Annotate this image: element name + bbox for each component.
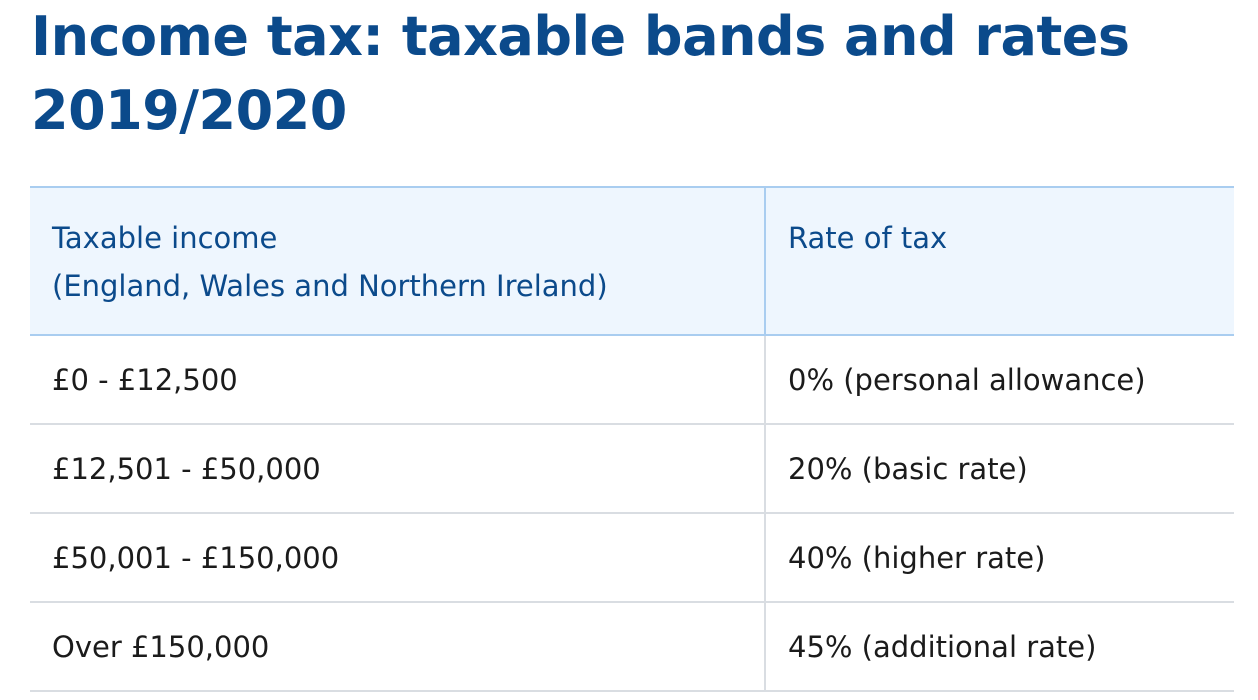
tax-rate-cell: 40% (higher rate) bbox=[764, 513, 1234, 603]
tax-rate-cell: 20% (basic rate) bbox=[764, 424, 1234, 514]
page-title: Income tax: taxable bands and rates 2019… bbox=[31, 5, 1130, 142]
income-band-cell: £12,501 - £50,000 bbox=[30, 424, 765, 514]
table-row: Over £150,000 45% (additional rate) bbox=[30, 602, 1234, 692]
tax-rate-cell: 45% (additional rate) bbox=[764, 602, 1234, 692]
column-header-label: Taxable income bbox=[52, 221, 278, 255]
income-band-cell: Over £150,000 bbox=[30, 602, 765, 692]
table-header: Taxable income (England, Wales and North… bbox=[30, 186, 1234, 336]
column-header-rate-of-tax: Rate of tax bbox=[764, 186, 1234, 336]
column-header-sublabel: (England, Wales and Northern Ireland) bbox=[52, 269, 608, 303]
table-row: £12,501 - £50,000 20% (basic rate) bbox=[30, 424, 1234, 514]
table-row: £0 - £12,500 0% (personal allowance) bbox=[30, 335, 1234, 425]
tax-bands-table: Taxable income (England, Wales and North… bbox=[30, 186, 1234, 692]
income-band-cell: £50,001 - £150,000 bbox=[30, 513, 765, 603]
income-band-cell: £0 - £12,500 bbox=[30, 335, 765, 425]
table-row: £50,001 - £150,000 40% (higher rate) bbox=[30, 513, 1234, 603]
table-header-row: Taxable income (England, Wales and North… bbox=[30, 186, 1234, 336]
tax-rate-cell: 0% (personal allowance) bbox=[764, 335, 1234, 425]
column-header-label: Rate of tax bbox=[788, 221, 948, 255]
table-body: £0 - £12,500 0% (personal allowance) £12… bbox=[30, 335, 1234, 692]
column-header-taxable-income: Taxable income (England, Wales and North… bbox=[30, 186, 765, 336]
